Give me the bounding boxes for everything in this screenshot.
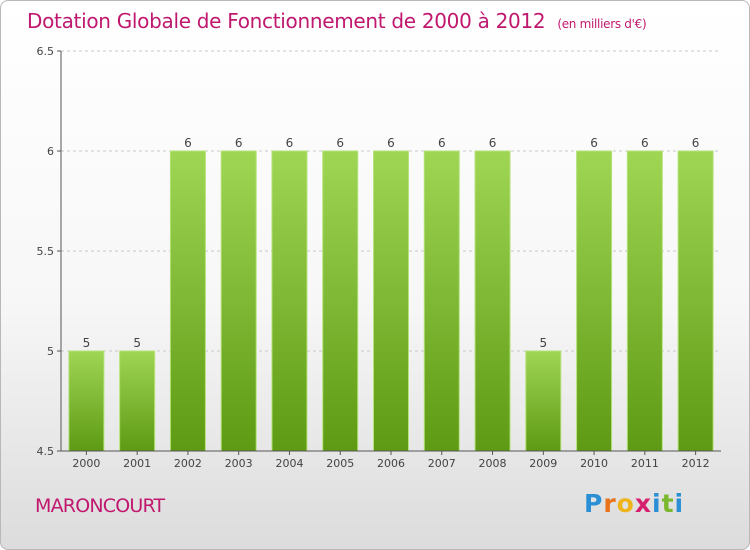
bar-value-label: 5 [83,336,91,350]
x-tick-label: 2007 [428,457,456,470]
y-tick-label: 4.5 [37,445,55,458]
chart-subtitle: (en milliers d'€) [557,17,647,31]
bar-2011[interactable] [626,150,663,452]
x-tick-label: 2010 [580,457,608,470]
bar-2010[interactable] [576,150,613,452]
bar-value-label: 6 [692,136,700,150]
bar-value-label: 6 [235,136,243,150]
bar-2008[interactable] [474,150,511,452]
bar-2001[interactable] [119,350,156,452]
bar-value-label: 5 [133,336,141,350]
x-tick-label: 2003 [225,457,253,470]
y-tick-label: 6.5 [37,45,55,58]
bar-value-label: 6 [336,136,344,150]
commune-name: MARONCOURT [35,495,165,517]
bar-2002[interactable] [169,150,206,452]
x-tick-label: 2011 [631,457,659,470]
x-tick-label: 2009 [529,457,557,470]
logo-letter: i [674,489,685,518]
x-tick-label: 2004 [275,457,303,470]
bar-value-label: 6 [184,136,192,150]
chart-title: Dotation Globale de Fonctionnement de 20… [27,9,647,33]
x-tick-label: 2000 [72,457,100,470]
logo-letter: t [661,489,675,518]
x-tick-label: 2005 [326,457,354,470]
bar-value-label: 6 [286,136,294,150]
x-tick-label: 2008 [479,457,507,470]
logo-letter: x [634,489,652,518]
bar-value-label: 6 [387,136,395,150]
bar-value-label: 6 [438,136,446,150]
bar-2005[interactable] [322,150,359,452]
x-tick-label: 2001 [123,457,151,470]
bar-2000[interactable] [68,350,105,452]
bar-2007[interactable] [423,150,460,452]
bar-value-label: 6 [489,136,497,150]
x-tick-label: 2012 [682,457,710,470]
bar-value-label: 5 [539,336,547,350]
bar-2009[interactable] [525,350,562,452]
y-tick-label: 5.5 [37,245,55,258]
bar-2004[interactable] [271,150,308,452]
bar-2012[interactable] [677,150,714,452]
logo-letter: i [652,489,662,518]
logo-letter: r [603,489,617,518]
proxiti-logo[interactable]: Proxiti [584,489,684,518]
logo-letter: o [616,489,635,518]
bar-2006[interactable] [373,150,409,452]
x-tick-label: 2002 [174,457,202,470]
logo-letter: P [584,489,604,518]
bar-2003[interactable] [220,150,257,452]
bar-value-label: 6 [641,136,649,150]
y-tick-label: 6 [47,145,54,158]
bar-value-label: 6 [590,136,598,150]
y-tick-label: 5 [47,345,54,358]
x-tick-label: 2006 [377,457,405,470]
